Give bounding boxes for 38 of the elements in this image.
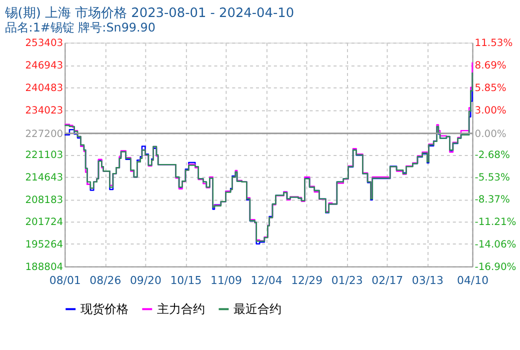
- y-tick-label: 234023: [25, 105, 64, 116]
- legend-label: 主力合约: [157, 302, 206, 316]
- x-tick-label: 02/17: [372, 274, 404, 287]
- y2-tick-label: 3.00%: [474, 105, 506, 116]
- legend-label: 现货价格: [80, 302, 129, 316]
- x-tick-label: 08/26: [90, 274, 122, 287]
- y-tick-label: 214643: [25, 172, 64, 184]
- y-tick-label: 253403: [25, 38, 64, 50]
- chart-title: 锡(期) 上海 市场价格 2023-08-01 - 2024-04-10: [4, 6, 294, 21]
- x-tick-label: 11/09: [210, 274, 242, 287]
- y-tick-label: 221103: [25, 150, 64, 162]
- y-tick-label: 208183: [25, 194, 64, 206]
- x-tick-label: 12/29: [291, 274, 323, 287]
- y2-tick-label: 5.85%: [474, 82, 506, 94]
- x-tick-label: 04/10: [457, 274, 489, 287]
- x-tick-label: 08/01: [49, 274, 81, 287]
- y2-tick-label: -14.06%: [474, 240, 516, 251]
- y-tick-label: 201724: [25, 217, 64, 228]
- x-tick-label: 03/13: [412, 274, 444, 287]
- x-tick-label: 12/04: [250, 274, 282, 287]
- y2-tick-label: -11.21%: [474, 217, 516, 228]
- y2-tick-label: -8.37%: [474, 194, 510, 206]
- y2-tick-label: -5.53%: [474, 172, 510, 184]
- y2-tick-label: -16.90%: [474, 262, 516, 273]
- y-tick-label: 188804: [25, 262, 64, 273]
- y2-tick-label: 11.53%: [474, 38, 513, 50]
- y2-tick-label: 0.00%: [474, 128, 506, 140]
- chart-subtitle: 品名:1#锡锭 牌号:Sn99.90: [4, 20, 156, 35]
- y2-tick-label: 8.69%: [474, 60, 506, 72]
- x-tick-label: 01/23: [331, 274, 363, 287]
- x-tick-label: 10/15: [170, 274, 202, 287]
- x-tick-label: 09/20: [130, 274, 162, 287]
- y2-tick-label: -2.68%: [474, 150, 510, 161]
- y-tick-label: 240483: [25, 82, 64, 94]
- legend-label: 最近合约: [234, 302, 282, 316]
- y-tick-label: 227200: [25, 128, 64, 140]
- y-tick-label: 246943: [25, 60, 64, 72]
- y-tick-label: 195264: [25, 239, 64, 250]
